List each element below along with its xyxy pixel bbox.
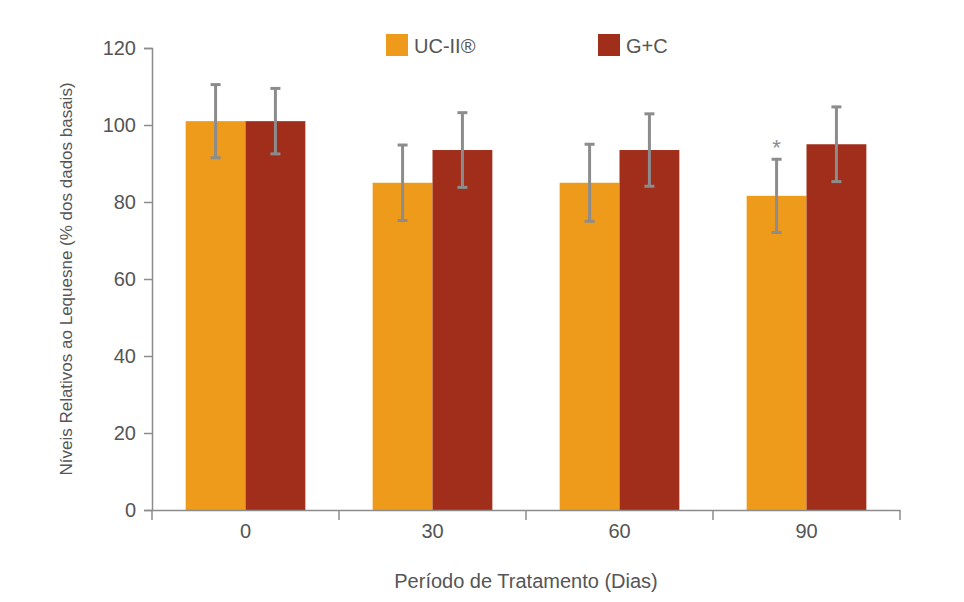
bar — [807, 144, 867, 510]
y-tick-mark — [144, 48, 152, 50]
error-cap — [831, 180, 841, 183]
y-axis-line — [144, 49, 153, 511]
plot-area: 0 20 40 60 80 100 120 0 30 60 90 * — [103, 37, 901, 542]
category-separator — [525, 510, 527, 520]
error-line — [835, 107, 838, 182]
series — [246, 88, 867, 510]
y-tick: 120 — [103, 37, 152, 59]
error-cap — [585, 143, 595, 146]
legend-swatch — [386, 34, 408, 56]
error-bar — [644, 114, 654, 186]
y-tick: 60 — [114, 268, 152, 290]
bar — [373, 183, 433, 510]
bar — [186, 121, 246, 510]
legend-label: G+C — [626, 35, 668, 57]
error-cap — [270, 152, 280, 155]
error-cap — [270, 87, 280, 90]
error-line — [588, 144, 591, 221]
error-bar — [831, 107, 841, 182]
bar — [620, 150, 680, 510]
y-tick-mark — [144, 279, 152, 281]
error-cap — [831, 105, 841, 108]
bar — [433, 150, 493, 510]
x-tick-label: 30 — [421, 520, 443, 542]
y-tick: 80 — [114, 191, 152, 213]
y-tick: 100 — [103, 114, 152, 136]
error-bar — [398, 145, 408, 220]
y-tick: 0 — [125, 499, 152, 521]
x-tick-label: 90 — [795, 520, 817, 542]
y-tick-label: 0 — [125, 499, 136, 521]
error-cap — [644, 112, 654, 115]
x-tick: 90 — [795, 510, 817, 542]
error-bar — [211, 85, 221, 158]
x-tick: 60 — [608, 510, 630, 542]
error-bar — [457, 113, 467, 188]
annotation: * — [772, 135, 781, 160]
x-tick-label: 60 — [608, 520, 630, 542]
bar — [747, 196, 807, 510]
bar — [246, 121, 306, 510]
y-tick-mark — [144, 125, 152, 127]
legend-swatch — [598, 34, 620, 56]
y-tick-label: 100 — [103, 114, 136, 136]
error-bar — [270, 88, 280, 153]
y-tick-label: 80 — [114, 191, 136, 213]
error-line — [274, 88, 277, 153]
y-tick: 20 — [114, 422, 152, 444]
error-cap — [211, 83, 221, 86]
y-tick-mark — [144, 202, 152, 204]
y-tick-label: 20 — [114, 422, 136, 444]
marks — [186, 85, 867, 510]
y-axis: 0 20 40 60 80 100 120 — [103, 37, 153, 521]
x-tick: 30 — [421, 510, 443, 542]
x-tick: 0 — [240, 510, 251, 542]
legend: UC-II® G+C — [386, 34, 668, 57]
x-axis: 0 30 60 90 — [152, 510, 901, 542]
y-tick: 40 — [114, 345, 152, 367]
error-line — [775, 159, 778, 232]
chart: 0 20 40 60 80 100 120 0 30 60 90 * Período de Tratam… — [0, 0, 964, 602]
category-separator — [712, 510, 714, 520]
error-cap — [585, 220, 595, 223]
error-cap — [772, 231, 782, 234]
y-tick-label: 60 — [114, 268, 136, 290]
error-cap — [644, 185, 654, 188]
legend-label: UC-II® — [414, 35, 476, 57]
error-line — [461, 113, 464, 188]
y-tick-mark — [144, 356, 152, 358]
category-separator — [338, 510, 340, 520]
x-axis-title: Período de Tratamento (Dias) — [394, 570, 657, 592]
error-cap — [398, 144, 408, 147]
error-line — [648, 114, 651, 186]
category-separator — [151, 510, 153, 520]
error-line — [214, 85, 217, 158]
error-cap — [398, 219, 408, 222]
bar — [560, 183, 620, 510]
y-tick-mark — [144, 510, 152, 512]
error-cap — [457, 186, 467, 189]
category-separator — [899, 510, 901, 520]
error-bar — [585, 144, 595, 221]
error-line — [401, 145, 404, 220]
error-bar — [772, 159, 782, 232]
error-cap — [211, 156, 221, 159]
error-cap — [457, 111, 467, 114]
y-tick-label: 120 — [103, 37, 136, 59]
x-tick-label: 0 — [240, 520, 251, 542]
series — [186, 85, 807, 510]
y-tick-label: 40 — [114, 345, 136, 367]
y-tick-mark — [144, 433, 152, 435]
y-axis-title: Níveis Relativos ao Lequesne (% dos dado… — [57, 82, 76, 475]
